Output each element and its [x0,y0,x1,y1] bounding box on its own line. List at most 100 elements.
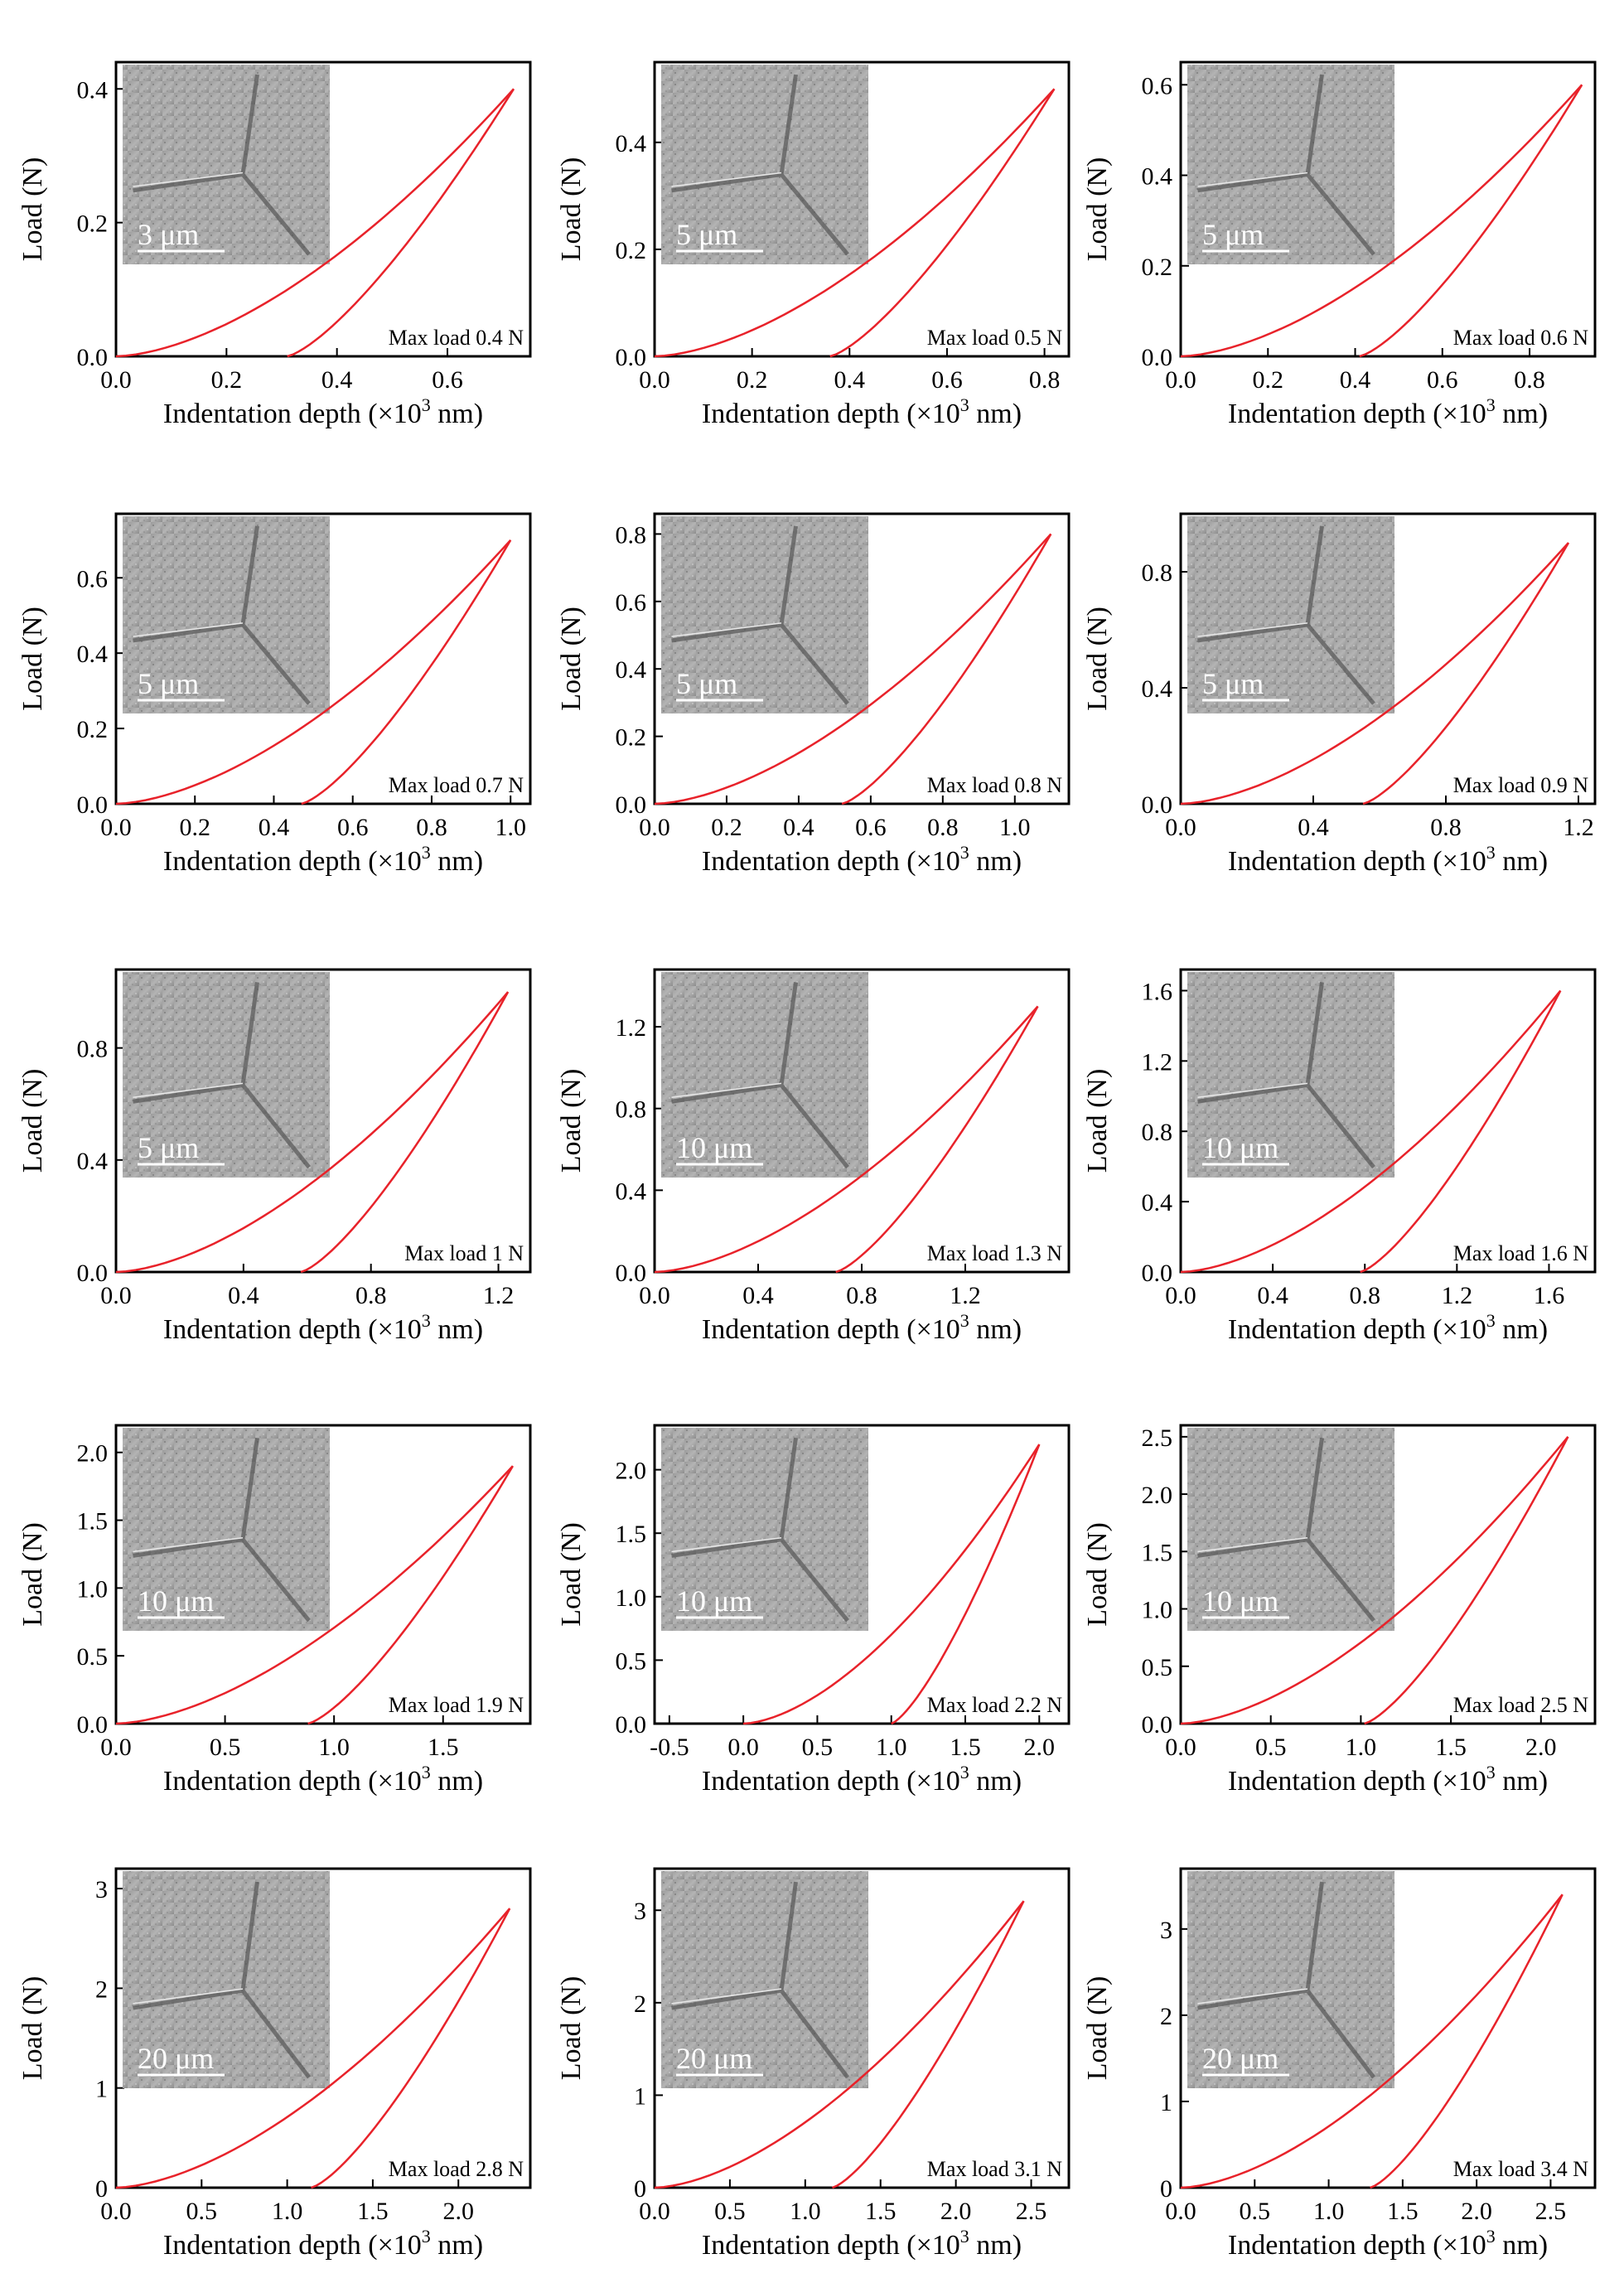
y-axis-label: Load (N) [556,1976,587,2081]
x-label-main: Indentation depth (×10 [1228,846,1486,877]
sem-inset-image: 5 μm [661,516,868,713]
y-tick-label: 0.2 [77,716,109,743]
x-axis-label: Indentation depth (×103 nm) [702,2226,1022,2261]
scale-bar-label: 5 μm [1202,218,1264,251]
plot-frame [114,1424,532,1725]
unloading-curve [1370,1893,1564,2189]
y-tick-label: 0.5 [1142,1654,1173,1681]
x-tick-label: 0.4 [834,366,866,394]
scale-bar-label: 5 μm [1202,667,1264,700]
loading-curve [115,88,515,358]
scale-bar-label: 20 μm [138,2042,214,2075]
y-tick-label: 0.2 [616,724,647,752]
y-tick-label: 1.2 [1142,1048,1173,1076]
y-tick-label: 0.8 [616,521,647,549]
x-tick-label: 1.0 [495,814,526,841]
x-label-end: nm) [969,1314,1022,1345]
y-tick-label: 1.5 [616,1521,647,1548]
y-tick-label: 0.0 [616,1260,647,1287]
y-axis-label: Load (N) [17,1522,48,1627]
x-label-end: nm) [969,2230,1022,2261]
x-axis-label: Indentation depth (×103 nm) [163,842,483,877]
scale-bar-label: 10 μm [676,1584,752,1618]
plot-frame [1179,1867,1597,2189]
unloading-curve [301,539,512,805]
x-tick-label: 1.0 [1313,2198,1345,2225]
x-label-main: Indentation depth (×10 [1228,1766,1486,1797]
unloading-curve [300,991,510,1274]
y-axis-label: Load (N) [556,1522,587,1627]
max-load-label: Max load 1.3 N [927,1241,1062,1265]
y-axis-label: Load (N) [556,1069,587,1173]
x-label-main: Indentation depth (×10 [702,846,960,877]
y-axis-label: Load (N) [17,1976,48,2081]
unloading-curve [287,88,515,358]
sem-inset-image: 10 μm [661,972,868,1178]
sem-inset-image: 10 μm [661,1428,868,1631]
x-tick-label: 0.2 [211,366,243,394]
y-axis-label: Load (N) [556,157,587,262]
y-tick-label: 0.8 [1142,1119,1173,1146]
loading-curve [1180,989,1562,1274]
max-load-label: Max load 0.8 N [927,773,1062,797]
x-tick-label: 2.0 [940,2198,972,2225]
y-tick-label: 0.0 [77,1260,109,1287]
sem-inset-image: 3 μm [123,65,330,264]
x-tick-label: 0.5 [714,2198,746,2225]
y-tick-label: 0.5 [616,1647,647,1675]
x-label-end: nm) [431,399,483,429]
x-tick-label: 0.4 [228,1282,259,1309]
scale-bar-label: 10 μm [1202,1131,1278,1164]
y-tick-label: 0.0 [1142,1711,1173,1739]
plot-frame [114,1867,532,2189]
plot-frame [653,512,1071,805]
y-tick-label: 1.2 [616,1014,647,1042]
scale-bar-label: 5 μm [138,667,199,700]
y-axis-label: Load (N) [1082,1976,1113,2081]
plot-frame [1179,512,1597,805]
loading-curve [654,533,1052,805]
max-load-label: Max load 1 N [404,1241,524,1265]
x-tick-label: 0.2 [179,814,210,841]
max-load-label: Max load 2.8 N [389,2157,524,2181]
y-tick-label: 0.8 [77,1036,109,1063]
x-axis-label: Indentation depth (×103 nm) [1228,1762,1548,1797]
x-label-end: nm) [969,399,1022,429]
y-tick-label: 0 [1160,2175,1172,2203]
loading-curve [654,1900,1025,2189]
panel-10: 0.0 0.5 1.0 1.5 0.0 0.5 1.0 1.5 2.0 Indentation d… [17,1424,532,1797]
x-tick-label: 0.0 [639,366,670,394]
x-tick-label: 1.5 [428,1734,459,1761]
scale-bar-label: 10 μm [676,1131,752,1164]
x-tick-label: 1.5 [865,2198,897,2225]
y-tick-label: 2.0 [616,1458,647,1485]
x-tick-label: 0.8 [1349,1282,1380,1309]
x-label-main: Indentation depth (×10 [163,846,422,877]
sem-inset-image: 10 μm [1187,1428,1394,1631]
x-tick-label: 1.6 [1534,1282,1565,1309]
x-label-sup: 3 [1486,394,1496,415]
x-label-main: Indentation depth (×10 [163,1766,422,1797]
x-axis-label: Indentation depth (×103 nm) [1228,394,1548,429]
y-tick-label: 2.0 [77,1440,109,1468]
x-tick-label: 0.0 [100,1734,132,1761]
x-label-sup: 3 [960,2226,969,2247]
y-tick-label: 0.2 [1142,254,1173,281]
unloading-curve [829,88,1056,358]
plot-frame [653,1424,1071,1725]
x-tick-label: 0.0 [100,2198,132,2225]
x-label-main: Indentation depth (×10 [1228,1314,1486,1345]
x-tick-label: 1.0 [272,2198,303,2225]
x-label-end: nm) [1496,1766,1548,1797]
sem-inset-image: 5 μm [1187,516,1394,713]
x-tick-label: 1.0 [999,814,1031,841]
x-label-main: Indentation depth (×10 [163,399,422,429]
y-tick-label: 0.0 [616,1711,647,1739]
max-load-label: Max load 0.4 N [389,326,524,350]
x-tick-label: 0.5 [802,1734,834,1761]
x-tick-label: 1.5 [950,1734,981,1761]
x-tick-label: 0.0 [1165,1282,1196,1309]
y-tick-label: 0.4 [1142,163,1173,191]
